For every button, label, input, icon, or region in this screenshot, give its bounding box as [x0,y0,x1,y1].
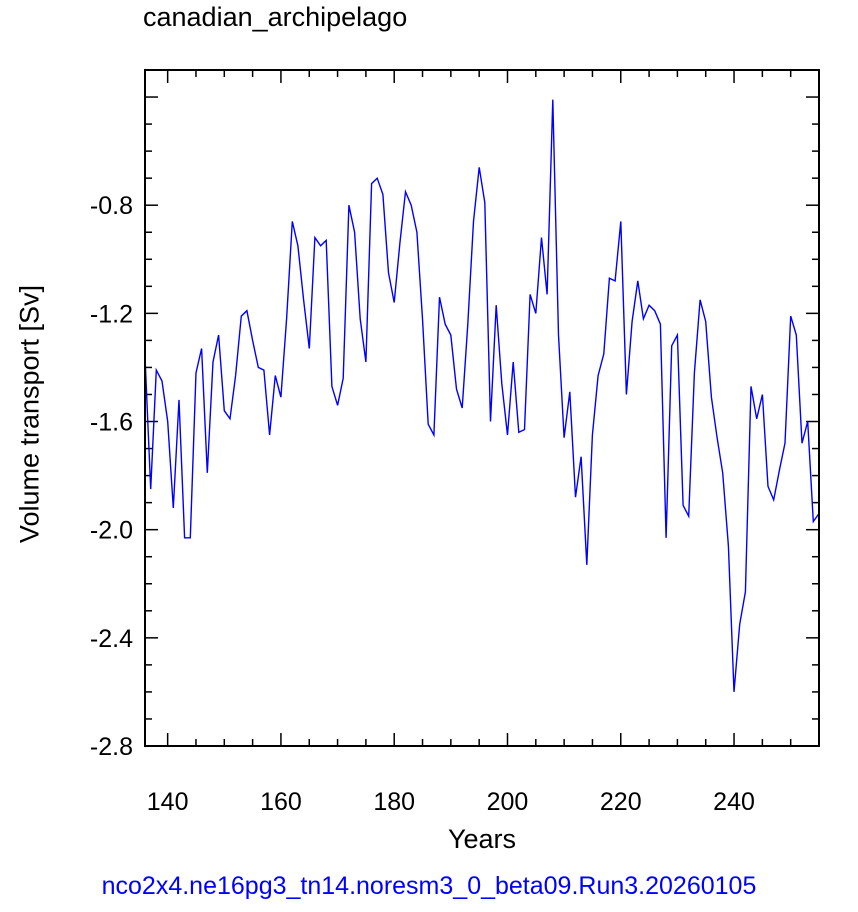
series-line [144,99,820,692]
y-tick-label: -1.2 [90,300,133,328]
run-id-footer: nco2x4.ne16pg3_tn14.noresm3_0_beta09.Run… [101,872,757,900]
x-axis-label: Years [447,824,517,854]
x-tick-label: 140 [147,788,189,816]
x-tick-label: 220 [600,788,642,816]
axis-ticks [145,70,820,747]
y-tick-label: -2.8 [90,733,133,761]
y-tick-label: -2.0 [90,517,133,545]
plot-frame [144,69,820,747]
y-axis-label: Volume transport [Sv] [14,284,45,544]
x-tick-label: 200 [487,788,529,816]
x-tick-label: 160 [260,788,302,816]
x-tick-label: 240 [713,788,755,816]
y-tick-label: -0.8 [90,192,133,220]
y-tick-label: -1.6 [90,409,133,437]
y-tick-label: -2.4 [90,625,133,653]
chart-title: canadian_archipelago [143,2,408,32]
x-tick-label: 180 [373,788,415,816]
tick-labels: 140 160 180 200 220 240 -2.8 -2.4 -2.0 -1.6 -1.2 -0… [90,192,755,816]
